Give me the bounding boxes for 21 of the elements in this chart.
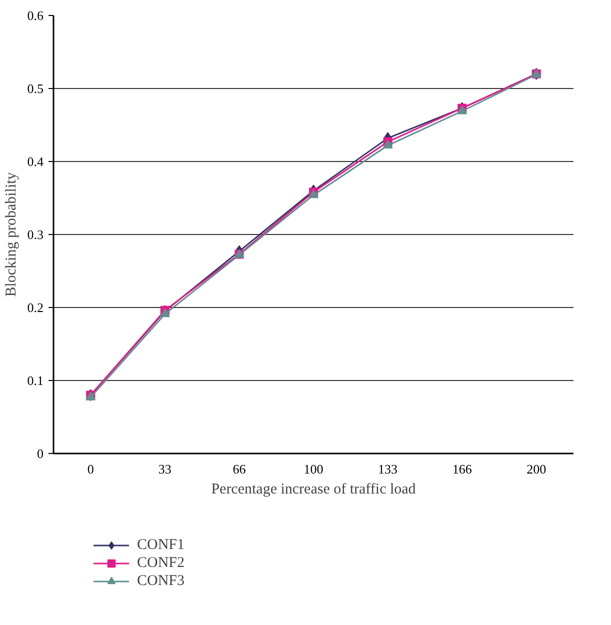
x-tick-label: 66: [232, 462, 246, 476]
point: [160, 308, 170, 318]
legend-label: CONF2: [137, 554, 185, 572]
y-tick-label: 0.5: [27, 81, 44, 96]
x-tick-label: 200: [526, 462, 546, 476]
x-tick-label: 0: [87, 462, 94, 476]
y-tick-label: 0.6: [27, 8, 44, 23]
x-tick-label: 166: [452, 462, 472, 476]
y-tick-label: 0.2: [27, 300, 44, 315]
legend-label: CONF3: [137, 572, 185, 590]
y-tick-label: 0: [37, 446, 44, 461]
y-axis-title: Blocking probability: [3, 172, 20, 297]
y-tick-label: 0.1: [27, 373, 44, 388]
x-tick-label: 33: [158, 462, 172, 476]
y-tick-label: 0.4: [27, 154, 44, 169]
point: [382, 140, 393, 149]
x-tick-label: 100: [304, 462, 324, 476]
y-tick-label: 0.3: [27, 227, 44, 242]
legend-label: CONF1: [137, 536, 185, 554]
x-tick-label: 133: [378, 462, 398, 476]
x-axis-title: Percentage increase of traffic load: [211, 482, 416, 498]
